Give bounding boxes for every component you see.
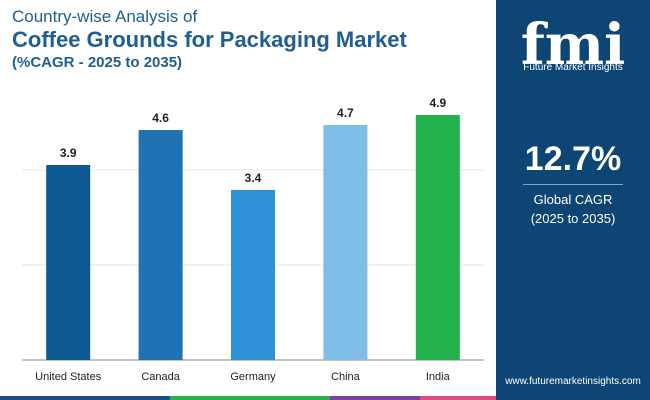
side-panel: fmi Future Market Insights 12.7% Global …: [496, 0, 650, 400]
strip-segment-2: [170, 396, 330, 400]
strip-segment-3: [330, 396, 420, 400]
x-tick-label: United States: [35, 371, 102, 383]
data-label: 4.7: [337, 106, 354, 120]
global-cagr-label: Global CAGR (2025 to 2035): [496, 190, 650, 228]
chart-area: 3.9 United States 4.6 Canada 3.4 Germany 4.7 Ch…: [0, 80, 496, 400]
strip-segment-1: [0, 396, 170, 400]
x-tick-label: Canada: [141, 371, 180, 383]
x-tick-label: China: [331, 371, 361, 383]
bar-canada: [138, 130, 183, 360]
website-link[interactable]: www.futuremarketinsights.com: [505, 376, 641, 387]
bar-united-states: [46, 165, 91, 360]
data-label: 3.9: [60, 146, 77, 160]
global-cagr-label-line-2: (2025 to 2035): [530, 211, 616, 226]
chart-subtitle: (%CAGR - 2025 to 2035): [12, 54, 183, 71]
bar-india: [415, 115, 460, 360]
title-line-1: Country-wise Analysis of: [12, 7, 198, 26]
bar-germany: [231, 190, 275, 360]
strip-segment-4: [420, 396, 496, 400]
data-label: 4.6: [152, 111, 169, 125]
data-label: 4.9: [429, 96, 446, 110]
logo-caption: Future Market Insights: [523, 62, 623, 73]
x-tick-label: India: [426, 371, 451, 383]
kpi-divider: [523, 184, 623, 185]
global-cagr-label-line-1: Global CAGR: [533, 192, 613, 207]
bar-china: [323, 125, 368, 360]
title-line-2: Coffee Grounds for Packaging Market: [12, 27, 407, 52]
data-label: 3.4: [245, 171, 262, 185]
chart-header: Country-wise Analysis of Coffee Grounds …: [12, 6, 407, 73]
global-cagr-value: 12.7%: [524, 140, 622, 178]
bottom-color-strip: [0, 396, 496, 400]
x-tick-label: Germany: [230, 371, 276, 383]
bar-chart: 3.9 United States 4.6 Canada 3.4 Germany 4.7 Ch…: [22, 96, 484, 383]
fmi-logo: fmi: [521, 12, 626, 74]
fmi-logo-letters: fmi: [521, 12, 626, 74]
